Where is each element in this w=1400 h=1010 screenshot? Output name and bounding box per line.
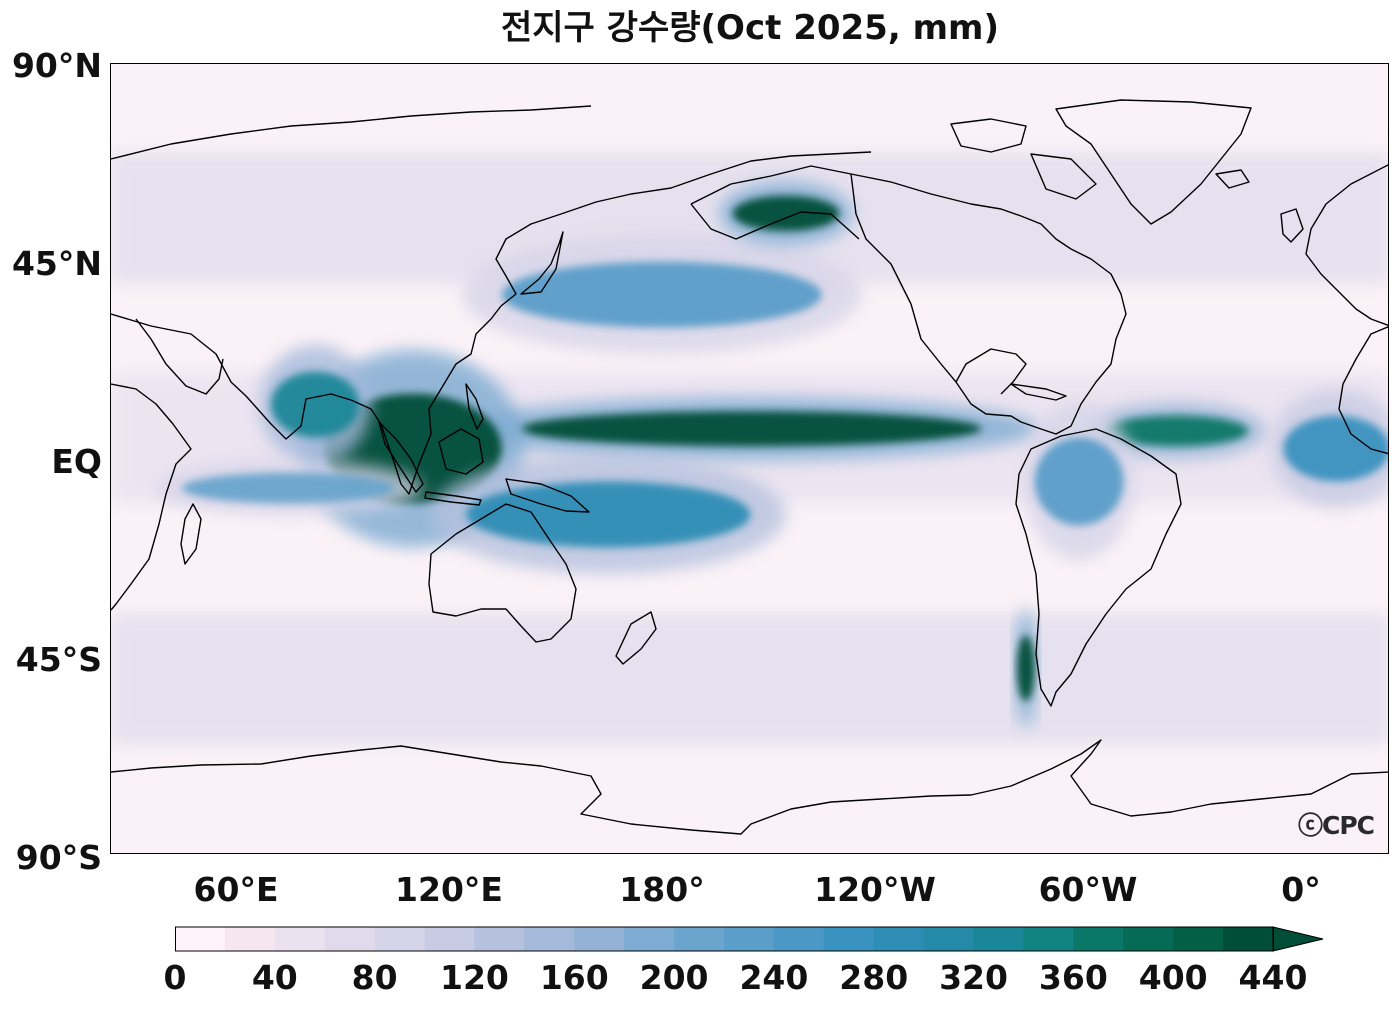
colorbar-cell bbox=[674, 927, 725, 951]
colorbar-cell bbox=[1173, 927, 1224, 951]
colorbar-tick-label: 80 bbox=[351, 958, 398, 997]
cpc-watermark: ⓒCPC bbox=[1298, 811, 1375, 840]
lon-label-120w: 120°W bbox=[814, 870, 936, 909]
colorbar-cell bbox=[574, 927, 625, 951]
colorbar-tick-label: 360 bbox=[1038, 958, 1108, 997]
lat-label-45s: 45°S bbox=[15, 640, 102, 679]
precip-feature-6 bbox=[1034, 437, 1124, 526]
coastline-sumatra bbox=[378, 421, 424, 493]
colorbar-tick-label: 440 bbox=[1238, 958, 1308, 997]
colorbar-tick-label: 400 bbox=[1138, 958, 1208, 997]
precip-feature-8 bbox=[270, 371, 360, 438]
coastline-cuba bbox=[1010, 383, 1067, 401]
colorbar-tick-label: 240 bbox=[739, 958, 809, 997]
coastline-greenland bbox=[1055, 99, 1252, 225]
lat-label-90n: 90°N bbox=[11, 46, 102, 85]
coastline-europe bbox=[1305, 164, 1388, 327]
precip-feature-10 bbox=[182, 472, 396, 504]
precip-feature-2 bbox=[466, 481, 751, 548]
colorbar-tick-label: 0 bbox=[163, 958, 187, 997]
coastline-java bbox=[424, 491, 482, 506]
colorbar-cell bbox=[823, 927, 875, 951]
coastline-philippines bbox=[465, 383, 484, 430]
colorbar-tick-label: 280 bbox=[839, 958, 909, 997]
precip-feature-5 bbox=[1105, 415, 1248, 447]
lon-label-60w: 60°W bbox=[1038, 870, 1138, 909]
coastlines bbox=[111, 99, 1388, 835]
coastline-new-zealand bbox=[615, 611, 657, 665]
precip-feature-9 bbox=[1283, 415, 1388, 482]
precip-feature-3 bbox=[501, 261, 822, 328]
coastline-eurasia-south bbox=[111, 151, 872, 495]
coastline-japan bbox=[520, 231, 564, 295]
colorbar-cell bbox=[773, 927, 825, 951]
precipitation-layer bbox=[111, 151, 1388, 746]
colorbar-cell bbox=[624, 927, 675, 951]
coastline-new-guinea bbox=[505, 478, 590, 513]
lat-label-eq: EQ bbox=[51, 442, 102, 481]
precip-feature-7 bbox=[1016, 635, 1035, 702]
colorbar-outline bbox=[175, 926, 1274, 952]
colorbar-cell bbox=[1023, 927, 1074, 951]
precip-feature-4 bbox=[732, 195, 840, 231]
colorbar-cell bbox=[1073, 927, 1124, 951]
coastline-south-america bbox=[1015, 428, 1182, 707]
map-title: 전지구 강수량(Oct 2025, mm) bbox=[501, 8, 999, 48]
colorbar-cell bbox=[973, 927, 1024, 951]
lon-label-180: 180° bbox=[619, 870, 705, 909]
colorbar-cell bbox=[524, 927, 575, 951]
colorbar-cell bbox=[724, 927, 775, 951]
colorbar-extend-arrow bbox=[1272, 926, 1324, 952]
lon-label-60e: 60°E bbox=[193, 870, 279, 909]
colorbar-cell bbox=[474, 927, 525, 951]
colorbar-cell bbox=[374, 927, 426, 951]
colorbar-cell bbox=[424, 927, 475, 951]
coastline-australia bbox=[428, 503, 577, 643]
coastline-borneo bbox=[438, 428, 484, 475]
precipitation-field bbox=[111, 99, 1388, 835]
coastline-arctic-islands bbox=[950, 118, 1027, 153]
precip-haze-1 bbox=[111, 613, 1388, 746]
coastline-madagascar bbox=[180, 503, 202, 565]
precipitation-map bbox=[110, 63, 1389, 854]
coastline-africa-east bbox=[111, 383, 192, 611]
coastline-gulf-of-mexico bbox=[955, 348, 1027, 395]
coastline-west-africa bbox=[1338, 326, 1388, 455]
lat-label-45n: 45°N bbox=[11, 244, 102, 283]
coastline-britain bbox=[1280, 208, 1304, 243]
colorbar-tick-label: 120 bbox=[440, 958, 509, 997]
colorbar-cell bbox=[175, 927, 226, 951]
coastline-north-america bbox=[690, 165, 1127, 435]
colorbar-tick-label: 160 bbox=[539, 958, 609, 997]
lon-label-0: 0° bbox=[1281, 870, 1321, 909]
colorbar-cell bbox=[873, 927, 925, 951]
coastline-alaska bbox=[690, 203, 860, 240]
coastline-iceland bbox=[1215, 169, 1250, 189]
colorbar-tick-label: 200 bbox=[639, 958, 709, 997]
coastline-arabia bbox=[135, 318, 224, 395]
colorbar-tick-label: 40 bbox=[251, 958, 298, 997]
colorbar-tick-label: 320 bbox=[939, 958, 1008, 997]
lat-label-90s: 90°S bbox=[15, 838, 102, 877]
colorbar-cell bbox=[1123, 927, 1174, 951]
coastline-arctic-eurasia bbox=[111, 105, 592, 160]
coastline-antarctica bbox=[111, 739, 1388, 835]
colorbar-cell bbox=[324, 927, 376, 951]
coastline-baffin bbox=[1030, 153, 1097, 200]
colorbar-cell bbox=[923, 927, 975, 951]
colorbar-cell bbox=[224, 927, 276, 951]
precip-feature-0 bbox=[519, 411, 982, 447]
colorbar bbox=[175, 926, 1324, 952]
colorbar-cell bbox=[1223, 927, 1274, 951]
lon-label-120e: 120°E bbox=[395, 870, 503, 909]
colorbar-cell bbox=[274, 927, 326, 951]
